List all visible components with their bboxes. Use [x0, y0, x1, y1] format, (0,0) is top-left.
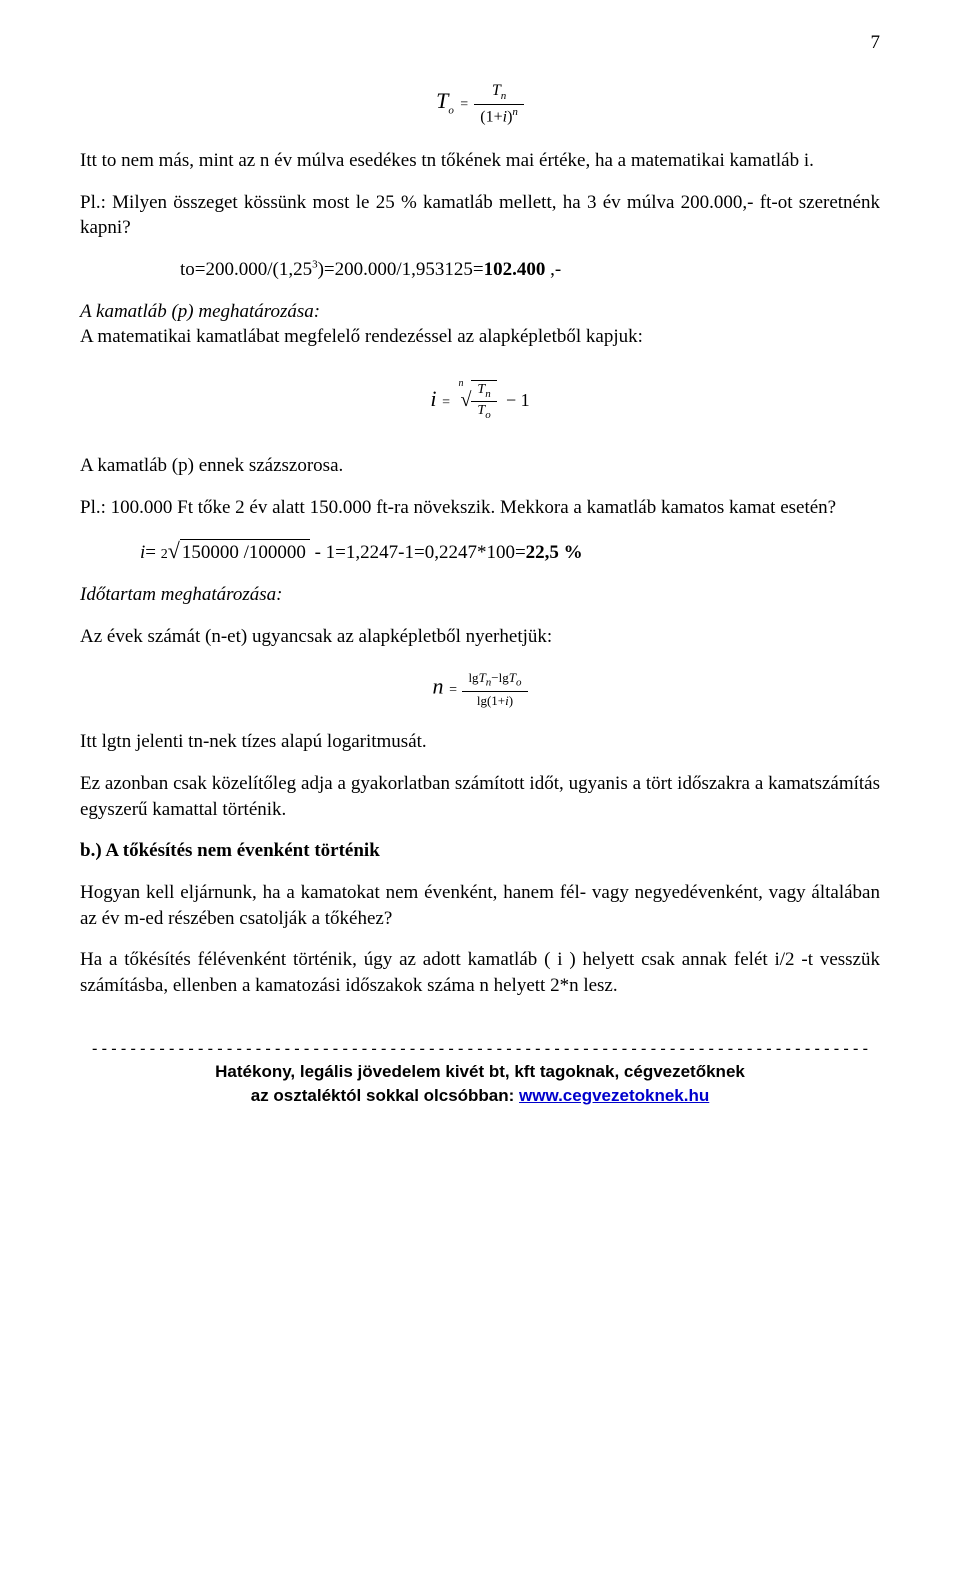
para-hogyan: Hogyan kell eljárnunk, ha a kamatokat ne… [80, 880, 880, 931]
heading-tokesites: b.) A tőkésítés nem évenként történik [80, 838, 880, 864]
footer-divider: ----------------------------------------… [80, 1038, 880, 1060]
footer: ----------------------------------------… [80, 1038, 880, 1107]
para-intro: Itt to nem más, mint az n év múlva esedé… [80, 148, 880, 174]
formula-n: n = lgTn−lgTo lg(1+i) [80, 669, 880, 709]
footer-line2-pre: az osztaléktól sokkal olcsóbban: [251, 1086, 519, 1105]
footer-link[interactable]: www.cegvezetoknek.hu [519, 1086, 709, 1105]
para-kozelit: Ez azonban csak közelítőleg adja a gyako… [80, 771, 880, 822]
page-number: 7 [871, 30, 881, 56]
formula-i: i = n√ Tn To − 1 [80, 380, 880, 423]
heading-kamatlab: A kamatláb (p) meghatározása: A matemati… [80, 299, 880, 350]
para-example2: Pl.: 100.000 Ft tőke 2 év alatt 150.000 … [80, 495, 880, 521]
para-felevenkent: Ha a tőkésítés félévenként történik, úgy… [80, 947, 880, 998]
para-szazszorosa: A kamatláb (p) ennek százszorosa. [80, 453, 880, 479]
para-example1: Pl.: Milyen összeget kössünk most le 25 … [80, 190, 880, 241]
heading-idotartam: Időtartam meghatározása: [80, 582, 880, 608]
formula-to: To = Tn (1+i)n [80, 80, 880, 128]
para-lgtn: Itt lgtn jelenti tn-nek tízes alapú loga… [80, 729, 880, 755]
calc-to: to=200.000/(1,253)=200.000/1,953125=102.… [180, 257, 880, 283]
footer-line1: Hatékony, legális jövedelem kivét bt, kf… [215, 1062, 745, 1081]
calc-i: i= 2√150000 /100000 - 1=1,2247-1=0,2247*… [140, 536, 880, 566]
para-evek: Az évek számát (n-et) ugyancsak az alapk… [80, 624, 880, 650]
